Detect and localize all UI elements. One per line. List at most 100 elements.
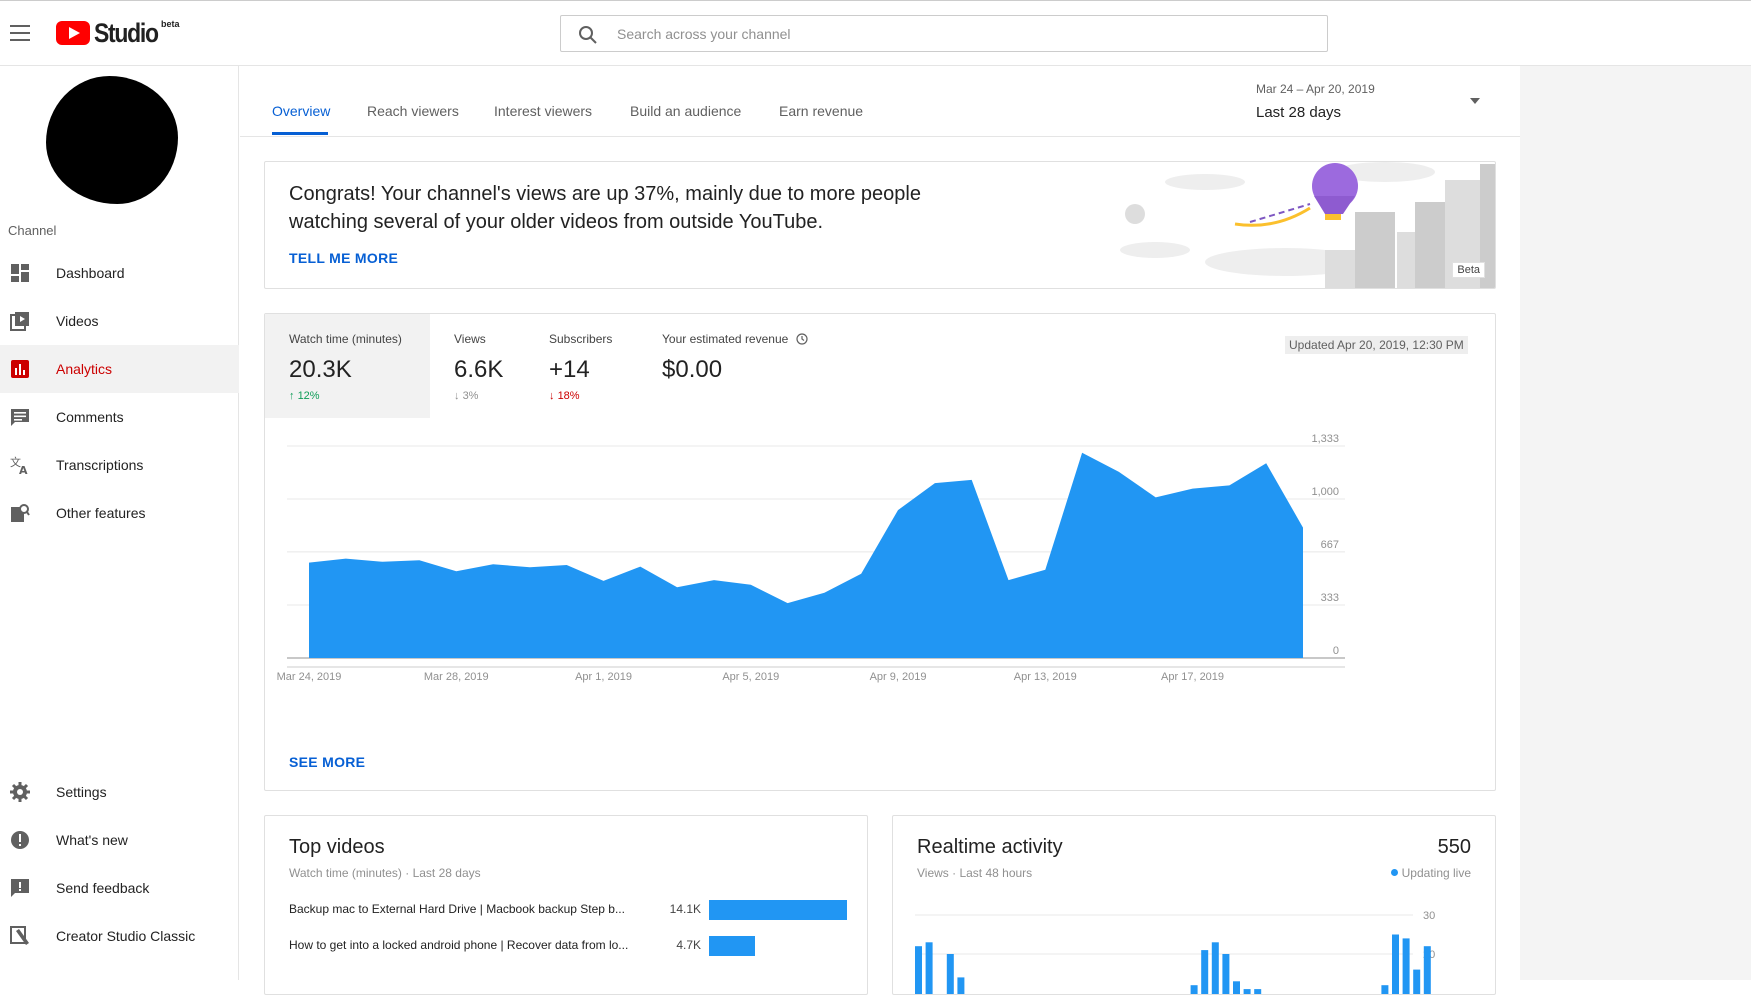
date-range-picker[interactable]: Mar 24 – Apr 20, 2019 Last 28 days [1256,82,1496,128]
sidebar-item-settings[interactable]: Settings [0,768,239,816]
realtime-bar [1413,970,1420,995]
x-tick-label: Apr 13, 2019 [1014,671,1077,683]
analytics-tabs: Overview Reach viewers Interest viewers … [240,66,1520,137]
menu-icon[interactable] [10,25,30,41]
metric-name: Subscribers [549,332,614,346]
main-content: Overview Reach viewers Interest viewers … [240,66,1520,980]
translate-icon: 文A [10,455,30,475]
see-more-link[interactable]: SEE MORE [289,754,365,770]
classic-icon [10,926,30,946]
realtime-bar [1392,935,1399,995]
videos-icon [10,311,30,331]
sidebar-item-analytics[interactable]: Analytics [0,345,239,393]
search-icon [578,25,598,45]
youtube-play-icon [56,21,90,45]
card-title: Top videos [289,836,385,859]
top-bar: Studio beta [0,0,1751,66]
top-video-row[interactable]: How to get into a locked android phone |… [289,934,849,958]
y-tick-label: 30 [1423,910,1435,922]
comments-icon [10,407,30,427]
sidebar-item-label: Videos [56,313,99,329]
tell-me-more-link[interactable]: TELL ME MORE [289,250,398,266]
y-tick-label: 1,333 [1311,434,1339,445]
tab-build-an-audience[interactable]: Build an audience [630,103,741,119]
realtime-bar [926,942,933,995]
insight-message: Congrats! Your channel's views are up 37… [289,180,949,236]
metric-name: Your estimated revenue [662,332,814,346]
video-title: How to get into a locked android phone |… [289,938,649,952]
x-tick-label: Apr 9, 2019 [870,671,927,683]
clock-icon [796,333,808,345]
studio-logo[interactable]: Studio beta [56,21,180,47]
sidebar-item-comments[interactable]: Comments [0,393,239,441]
gear-icon [10,782,30,802]
realtime-bar [947,954,954,995]
metric-name: Watch time (minutes) [289,332,406,346]
tab-interest-viewers[interactable]: Interest viewers [494,103,592,119]
beta-badge: Beta [1452,262,1485,278]
realtime-bar [1381,985,1388,995]
sidebar-item-videos[interactable]: Videos [0,297,239,345]
sidebar-item-creator-studio-classic[interactable]: Creator Studio Classic [0,912,239,960]
sidebar-item-label: Settings [56,784,107,800]
realtime-bar [1191,985,1198,995]
sidebar-item-other-features[interactable]: Other features [0,489,239,537]
sidebar-item-send-feedback[interactable]: Send feedback [0,864,239,912]
tab-earn-revenue[interactable]: Earn revenue [779,103,863,119]
video-bar [709,936,755,956]
card-subtitle: Watch time (minutes) · Last 28 days [289,866,481,880]
sidebar-item-label: Transcriptions [56,457,143,473]
logo-beta-badge: beta [161,19,180,29]
metric-delta: ↓ 18% [549,390,614,402]
sidebar-item-label: Send feedback [56,880,149,896]
realtime-chart[interactable]: 3020 [893,896,1496,995]
active-tab-indicator [272,132,328,135]
sidebar-item-label: Creator Studio Classic [56,928,195,944]
card-subtitle: Views · Last 48 hours [917,866,1032,880]
feedback-icon [10,878,30,898]
metric-value: +14 [549,356,614,384]
card-title: Realtime activity [917,836,1063,859]
realtime-bar [1233,981,1240,995]
search-box[interactable] [560,15,1328,52]
metric-value: 20.3K [289,356,406,384]
realtime-bar [1244,989,1251,995]
x-tick-label: Apr 5, 2019 [722,671,779,683]
metrics-card: Watch time (minutes) 20.3K ↑ 12% Views 6… [264,313,1496,791]
sidebar-item-label: What's new [56,832,128,848]
x-tick-label: Apr 1, 2019 [575,671,632,683]
search-input[interactable] [617,24,1297,44]
metric-subscribers[interactable]: Subscribers +14 ↓ 18% [525,314,638,418]
tab-overview[interactable]: Overview [272,103,330,119]
video-bar [709,900,847,920]
tab-reach-viewers[interactable]: Reach viewers [367,103,459,119]
metric-delta: ↑ 12% [289,390,406,402]
realtime-bar [1222,954,1229,995]
date-range-label: Last 28 days [1256,104,1496,121]
y-tick-label: 667 [1321,539,1339,551]
x-tick-label: Apr 17, 2019 [1161,671,1224,683]
top-video-row[interactable]: Backup mac to External Hard Drive | Macb… [289,898,849,922]
sidebar-item-whats-new[interactable]: What's new [0,816,239,864]
metric-delta: ↓ 3% [454,390,501,402]
realtime-bar [1201,950,1208,995]
sidebar-item-label: Comments [56,409,124,425]
realtime-bar [1403,938,1410,995]
realtime-bar [1424,946,1431,995]
sidebar-item-dashboard[interactable]: Dashboard [0,249,239,297]
realtime-bar [915,946,922,995]
metric-name: Views [454,332,501,346]
metric-views[interactable]: Views 6.6K ↓ 3% [430,314,525,418]
watch-time-area [309,453,1303,658]
metric-estimated-revenue[interactable]: Your estimated revenue $0.00 [638,314,838,418]
other-features-icon [10,503,30,523]
realtime-bar [1212,942,1219,995]
insight-card: Congrats! Your channel's views are up 37… [264,161,1496,289]
metric-watch-time[interactable]: Watch time (minutes) 20.3K ↑ 12% [265,314,430,418]
realtime-bar [957,977,964,995]
updated-timestamp: Updated Apr 20, 2019, 12:30 PM [1285,336,1468,354]
video-title: Backup mac to External Hard Drive | Macb… [289,902,649,916]
channel-avatar[interactable] [46,76,178,204]
